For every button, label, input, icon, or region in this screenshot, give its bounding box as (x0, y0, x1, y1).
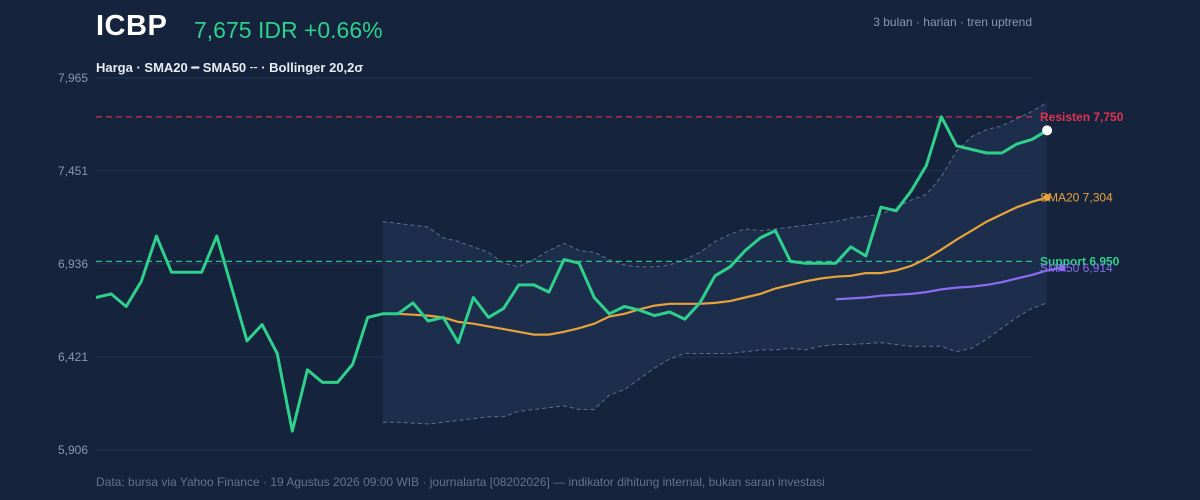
resisten-label: Resisten 7,750 (1040, 110, 1124, 124)
y-tick-label: 7,451 (58, 164, 88, 178)
ticker-symbol: ICBP (96, 10, 168, 42)
price-change-quote: 7,675 IDR +0.66% (194, 17, 383, 43)
sma50-end-label: SMA50 6,914 (1040, 261, 1113, 275)
sma20-line (382, 196, 1048, 336)
chart-legend: Harga · SMA20 ━ SMA50 ╌ · Bollinger 20,2… (96, 60, 364, 75)
sma50-line (835, 266, 1063, 301)
bollinger-band-fill (382, 102, 1048, 425)
price-line (95, 115, 1048, 433)
sma50-end-marker (1058, 264, 1066, 272)
y-tick-label: 7,965 (58, 71, 88, 85)
y-tick-label: 6,936 (58, 257, 88, 271)
chart-meta-info: 3 bulan · harian · tren uptrend (873, 15, 1032, 29)
price-end-marker (1042, 125, 1053, 136)
bollinger-upper-line (382, 101, 1048, 268)
support-label: Support 6,950 (1040, 254, 1120, 268)
sma20-end-label: SMA20 7,304 (1040, 190, 1113, 204)
y-tick-label: 5,906 (58, 443, 88, 457)
data-source-footer: Data: bursa via Yahoo Finance · 19 Agust… (96, 475, 825, 489)
bollinger-lower-line (382, 302, 1048, 425)
y-tick-label: 6,421 (58, 350, 88, 364)
sma20-end-marker (1043, 193, 1051, 201)
